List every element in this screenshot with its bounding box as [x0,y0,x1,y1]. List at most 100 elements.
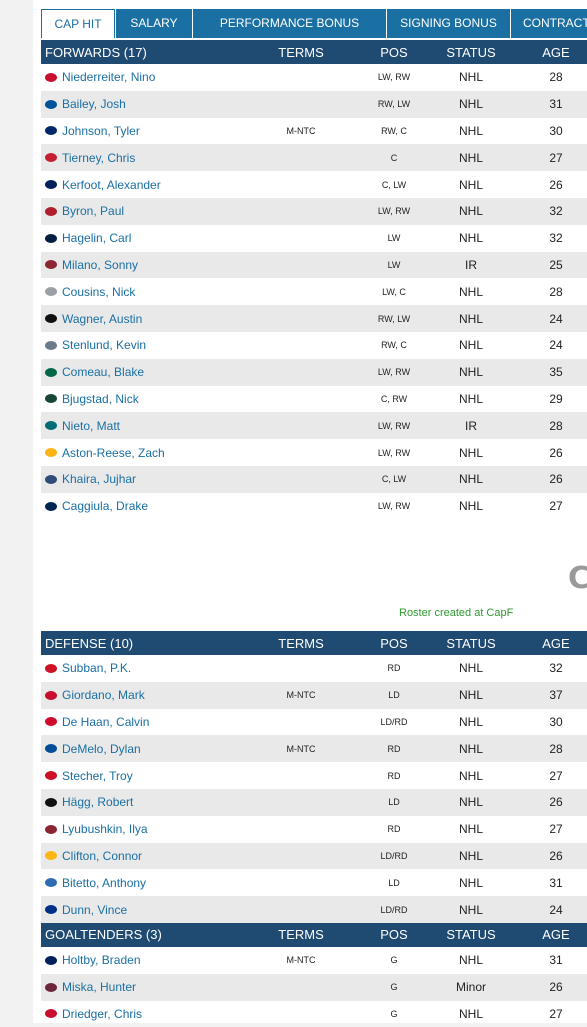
player-name[interactable]: Bailey, Josh [62,97,126,112]
player-name-link[interactable]: Bailey, Josh [45,91,245,118]
player-name[interactable]: De Haan, Calvin [62,714,150,729]
player-name-link[interactable]: Kerfoot, Alexander [45,171,245,198]
status-cell: NHL [458,311,483,326]
player-name-link[interactable]: Giordano, Mark [45,682,245,709]
player-name[interactable]: Khaira, Jujhar [62,472,137,487]
player-name-link[interactable]: Lyubushkin, Ilya [45,816,245,843]
player-name[interactable]: Caggiula, Drake [62,499,149,514]
player-name[interactable]: Byron, Paul [62,204,125,219]
player-name-link[interactable]: Hagelin, Carl [45,225,245,252]
player-name[interactable]: Niederreiter, Nino [62,70,156,85]
player-name-link[interactable]: Milano, Sonny [45,252,245,279]
player-name[interactable]: Hagelin, Carl [62,231,132,246]
player-name[interactable]: Giordano, Mark [62,688,145,703]
team-logo-icon [45,367,57,377]
tab-cap-hit[interactable]: CAP HIT [41,9,115,38]
tab-signing-bonus[interactable]: SIGNING BONUS [387,9,510,38]
team-logo-icon [45,314,57,324]
player-name-link[interactable]: Nieto, Matt [45,412,245,439]
player-name[interactable]: Clifton, Connor [62,848,143,863]
player-name[interactable]: Holtby, Braden [62,953,141,968]
status-cell: NHL [458,70,483,85]
tab-performance-bonus[interactable]: PERFORMANCE BONUS [193,9,386,38]
terms-cell [261,655,341,682]
tab-salary[interactable]: SALARY [116,9,192,38]
age-cell: 28 [549,70,563,85]
player-name-link[interactable]: Caggiula, Drake [45,493,245,520]
player-name-link[interactable]: Bitetto, Anthony [45,869,245,896]
player-name-link[interactable]: De Haan, Calvin [45,709,245,736]
status-cell: Minor [455,980,486,995]
team-logo-icon [45,824,57,834]
tab-contract-clauses[interactable]: CONTRACT CLA [511,9,587,38]
player-name[interactable]: Comeau, Blake [62,365,145,380]
player-name[interactable]: Wagner, Austin [62,311,143,326]
terms-cell: M-NTC [286,690,316,701]
terms-cell [261,816,341,843]
player-name[interactable]: Hägg, Robert [62,795,134,810]
player-row: Aston-Reese, Zach LW, RW NHL 26 [41,439,587,466]
player-name-link[interactable]: Tierney, Chris [45,144,245,171]
terms-cell: M-NTC [286,125,316,136]
age-cell: 26 [549,848,563,863]
roster-note[interactable]: Roster created at CapF [399,607,514,619]
player-name[interactable]: Stecher, Troy [62,768,133,783]
pos-cell: LD/RD [380,850,408,861]
age-cell: 35 [549,365,563,380]
status-cell: NHL [458,875,483,890]
player-name[interactable]: Driedger, Chris [62,1006,143,1021]
player-name-link[interactable]: Cousins, Nick [45,278,245,305]
player-name-link[interactable]: Aston-Reese, Zach [45,439,245,466]
player-name-link[interactable]: Khaira, Jujhar [45,466,245,493]
player-row: Hägg, Robert LD NHL 26 [41,788,587,816]
player-name[interactable]: Miska, Hunter [62,980,137,995]
player-name-link[interactable]: Holtby, Braden [45,947,245,974]
player-row: Nieto, Matt LW, RW IR 28 [41,412,587,440]
player-name[interactable]: DeMelo, Dylan [62,741,141,756]
player-name-link[interactable]: Wagner, Austin [45,305,245,332]
player-name[interactable]: Johnson, Tyler [62,123,140,138]
player-name[interactable]: Bitetto, Anthony [62,875,147,890]
player-name[interactable]: Kerfoot, Alexander [62,177,161,192]
player-name-link[interactable]: Comeau, Blake [45,359,245,386]
player-name-link[interactable]: Miska, Hunter [45,974,245,1001]
player-name[interactable]: Nieto, Matt [62,418,121,433]
player-name[interactable]: Aston-Reese, Zach [62,445,165,460]
player-name-link[interactable]: Bjugstad, Nick [45,386,245,413]
player-name-link[interactable]: Hägg, Robert [45,789,245,816]
player-name-link[interactable]: Driedger, Chris [45,1001,245,1027]
pos-cell: LD [388,690,400,701]
age-cell: 27 [549,1006,563,1021]
terms-cell [261,91,341,118]
status-cell: IR [465,418,477,433]
team-logo-icon [45,771,57,781]
status-cell: NHL [458,338,483,353]
terms-cell [261,412,341,439]
player-name-link[interactable]: Niederreiter, Nino [45,64,245,91]
player-name[interactable]: Subban, P.K. [62,661,132,676]
age-cell: 31 [549,953,563,968]
terms-cell [261,762,341,789]
player-name[interactable]: Stenlund, Kevin [62,338,147,353]
player-name[interactable]: Cousins, Nick [62,284,136,299]
player-name-link[interactable]: DeMelo, Dylan [45,735,245,762]
player-name-link[interactable]: Stecher, Troy [45,762,245,789]
status-cell: NHL [458,365,483,380]
player-name[interactable]: Lyubushkin, Ilya [62,822,148,837]
player-name-link[interactable]: Clifton, Connor [45,843,245,870]
player-name-link[interactable]: Subban, P.K. [45,655,245,682]
player-row: Stecher, Troy RD NHL 27 [41,762,587,789]
player-name[interactable]: Dunn, Vince [62,902,128,917]
defense-header: DEFENSE (10) TERMS POS STATUS AGE [41,631,587,655]
player-name[interactable]: Milano, Sonny [62,257,139,272]
player-name[interactable]: Tierney, Chris [62,150,136,165]
player-row: Clifton, Connor LD/RD NHL 26 [41,842,587,870]
player-name[interactable]: Bjugstad, Nick [62,391,139,406]
player-row: DeMelo, Dylan M-NTC RD NHL 28 [41,735,587,763]
terms-cell [261,225,341,252]
goaltenders-header: GOALTENDERS (3) TERMS POS STATUS AGE [41,922,587,947]
player-name-link[interactable]: Dunn, Vince [45,896,245,923]
player-name-link[interactable]: Johnson, Tyler [45,118,245,145]
player-name-link[interactable]: Stenlund, Kevin [45,332,245,359]
player-name-link[interactable]: Byron, Paul [45,198,245,225]
